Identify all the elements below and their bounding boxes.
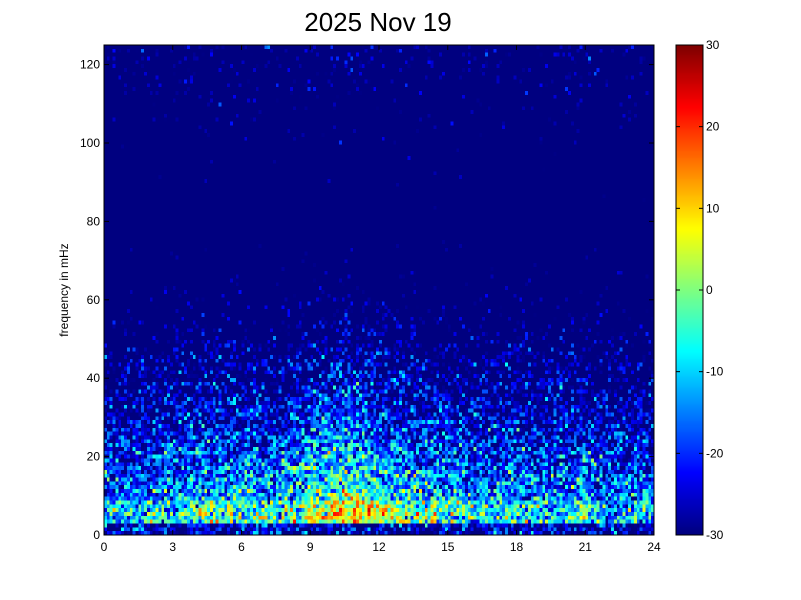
x-tick-label: 9 (307, 540, 314, 554)
colorbar-tick-label: -30 (706, 528, 724, 542)
colorbar: -30 -20 -10 0 10 20 30 (675, 38, 724, 542)
colorbar-gradient (676, 45, 703, 535)
x-tick-label: 12 (372, 540, 386, 554)
y-tick-label: 40 (87, 371, 101, 385)
y-tick-label: 80 (87, 214, 101, 228)
chart-title: 2025 Nov 19 (304, 7, 451, 37)
y-tick-label: 100 (80, 136, 100, 150)
x-tick-label: 24 (647, 540, 661, 554)
x-tick-label: 6 (238, 540, 245, 554)
x-tick-label: 0 (101, 540, 108, 554)
colorbar-tick-label: 0 (706, 283, 713, 297)
x-axis: 0 3 6 9 12 15 18 21 24 (101, 45, 661, 554)
y-tick-label: 0 (93, 528, 100, 542)
y-axis-label: frequency in mHz (57, 243, 71, 336)
colorbar-tick-label: -10 (706, 365, 724, 379)
colorbar-tick-label: 10 (706, 201, 720, 215)
y-tick-label: 20 (87, 450, 101, 464)
y-tick-label: 120 (80, 58, 100, 72)
y-tick-label: 60 (87, 293, 101, 307)
colorbar-tick-label: 20 (706, 120, 720, 134)
x-tick-label: 15 (441, 540, 455, 554)
x-tick-label: 21 (579, 540, 593, 554)
y-axis: 0 20 40 60 80 100 120 (80, 58, 654, 542)
x-tick-label: 3 (169, 540, 176, 554)
colorbar-ticks: -30 -20 -10 0 10 20 30 (676, 38, 724, 542)
spectrogram-heatmap (104, 45, 654, 535)
colorbar-tick-label: 30 (706, 38, 720, 52)
plot-area (103, 44, 655, 536)
x-tick-label: 18 (510, 540, 524, 554)
colorbar-tick-label: -20 (706, 446, 724, 460)
